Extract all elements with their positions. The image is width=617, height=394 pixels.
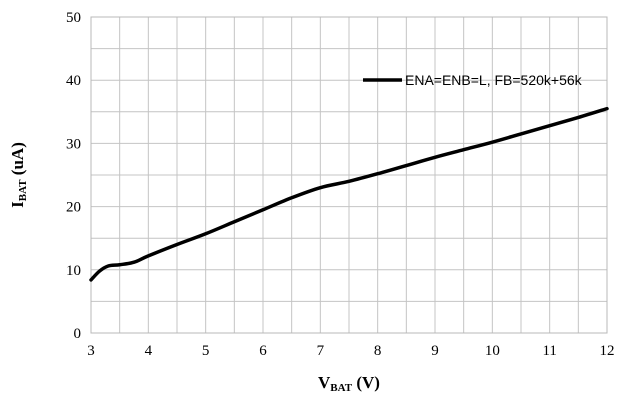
x-tick-labels: 3 4 5 6 7 8 9 10 11 12	[87, 343, 614, 359]
plot-area-frame	[90, 16, 608, 334]
y-axis-title-main: I	[8, 201, 27, 208]
x-tick-label: 8	[374, 343, 382, 359]
x-tick-label: 4	[145, 343, 153, 359]
y-tick-label: 40	[66, 73, 81, 89]
y-axis-title-unit: (uA)	[8, 142, 27, 179]
x-axis-title-unit: (V)	[352, 373, 380, 392]
y-tick-labels: 0 10 20 30 40 50	[66, 10, 81, 342]
legend: ENA=ENB=L, FB=520k+56k	[363, 72, 583, 88]
y-tick-label: 0	[74, 326, 82, 342]
y-tick-label: 30	[66, 136, 81, 152]
legend-label: ENA=ENB=L, FB=520k+56k	[405, 72, 583, 88]
x-tick-label: 12	[600, 343, 615, 359]
x-tick-label: 3	[87, 343, 95, 359]
y-axis-title: IBAT (uA)	[8, 142, 29, 208]
y-axis-title-subscript: BAT	[17, 179, 29, 201]
y-tick-label: 10	[66, 263, 81, 279]
x-tick-label: 9	[431, 343, 439, 359]
x-tick-label: 6	[259, 343, 267, 359]
y-tick-label: 20	[66, 200, 81, 216]
series-line-0	[89, 106, 609, 282]
x-tick-label: 5	[202, 343, 210, 359]
x-axis-title-subscript: BAT	[330, 382, 352, 394]
x-tick-label: 11	[542, 343, 556, 359]
x-tick-label: 10	[485, 343, 500, 359]
grid	[91, 17, 607, 333]
x-axis-title-main: V	[318, 373, 331, 392]
y-tick-label: 50	[66, 10, 81, 26]
x-tick-label: 7	[317, 343, 325, 359]
series-layer	[89, 106, 609, 282]
x-axis-title: VBAT (V)	[318, 373, 380, 394]
